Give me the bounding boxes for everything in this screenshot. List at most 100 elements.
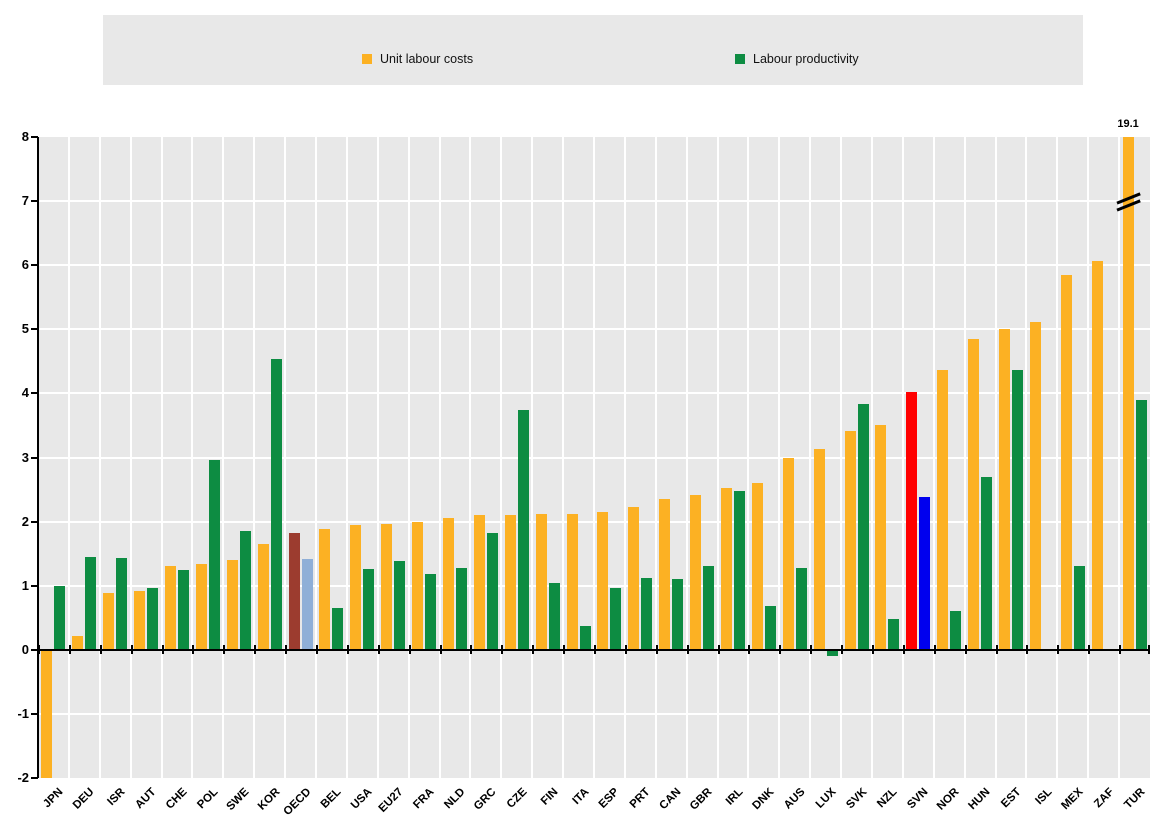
v-gridline bbox=[809, 137, 812, 778]
bar-EST-ulc bbox=[999, 329, 1010, 650]
bar-ISR-productivity bbox=[116, 558, 128, 650]
v-gridline bbox=[407, 137, 410, 778]
bar-GRC-productivity bbox=[486, 533, 498, 650]
category-tick bbox=[408, 645, 411, 655]
bar-AUT-productivity bbox=[147, 587, 159, 650]
bar-USA-ulc bbox=[350, 525, 362, 650]
chart-legend: Unit labour costs Labour productivity bbox=[103, 15, 1083, 85]
v-gridline bbox=[1056, 137, 1059, 778]
bar-AUT-ulc bbox=[134, 591, 146, 650]
bar-ESP-productivity bbox=[610, 587, 622, 650]
bar-NOR-ulc bbox=[937, 370, 949, 650]
y-tick bbox=[31, 200, 38, 203]
v-gridline bbox=[500, 137, 503, 778]
bar-NLD-productivity bbox=[456, 567, 467, 650]
bar-FIN-productivity bbox=[548, 583, 560, 650]
y-tick bbox=[31, 520, 38, 523]
bar-POL-ulc bbox=[195, 563, 207, 650]
category-tick bbox=[1026, 645, 1029, 655]
y-tick bbox=[31, 456, 38, 459]
bar-DNK-productivity bbox=[764, 606, 776, 650]
bar-GBR-productivity bbox=[703, 565, 715, 650]
legend-label-labour-productivity: Labour productivity bbox=[753, 52, 859, 66]
category-tick bbox=[285, 645, 288, 655]
bar-MEX-productivity bbox=[1073, 565, 1085, 650]
bar-SVN-ulc bbox=[906, 392, 918, 650]
bar-GBR-ulc bbox=[690, 494, 702, 650]
v-gridline bbox=[747, 137, 750, 778]
category-tick bbox=[964, 645, 967, 655]
bar-TUR-productivity bbox=[1135, 399, 1147, 650]
category-tick bbox=[594, 645, 596, 655]
bar-CZE-ulc bbox=[504, 515, 516, 650]
bar-ISL-ulc bbox=[1029, 322, 1041, 650]
v-gridline bbox=[67, 137, 70, 778]
category-tick bbox=[686, 645, 689, 655]
category-tick bbox=[161, 645, 164, 655]
bar-KOR-productivity bbox=[270, 359, 282, 650]
bar-PRT-productivity bbox=[641, 578, 653, 650]
bar-EST-productivity bbox=[1012, 369, 1023, 650]
category-tick bbox=[1119, 645, 1122, 655]
category-tick bbox=[192, 645, 195, 655]
bar-BEL-productivity bbox=[332, 608, 344, 650]
bar-DNK-ulc bbox=[751, 483, 763, 650]
bar-FIN-ulc bbox=[535, 513, 547, 650]
bar-JPN-ulc bbox=[41, 649, 53, 778]
bar-CAN-ulc bbox=[659, 499, 671, 650]
category-tick bbox=[38, 645, 40, 655]
bar-NLD-ulc bbox=[443, 517, 454, 650]
category-tick bbox=[624, 645, 627, 655]
bar-AUS-productivity bbox=[795, 567, 807, 650]
y-tick-label-5: 5 bbox=[21, 321, 29, 337]
category-tick bbox=[902, 645, 905, 655]
bar-DEU-ulc bbox=[72, 635, 84, 650]
v-gridline bbox=[191, 137, 194, 778]
bar-EU27-productivity bbox=[394, 561, 406, 650]
v-gridline bbox=[871, 137, 873, 778]
y-tick-label-8: 8 bbox=[21, 129, 29, 144]
v-gridline bbox=[685, 137, 688, 778]
v-gridline bbox=[345, 137, 348, 778]
bar-CHE-productivity bbox=[178, 570, 189, 650]
category-tick bbox=[779, 645, 782, 655]
category-tick bbox=[841, 645, 844, 655]
category-tick bbox=[933, 645, 936, 655]
category-tick bbox=[1057, 645, 1060, 655]
v-gridline bbox=[901, 137, 904, 778]
v-gridline bbox=[438, 137, 441, 778]
bar-GRC-ulc bbox=[473, 515, 485, 650]
bar-IRL-ulc bbox=[721, 488, 732, 650]
bar-ITA-productivity bbox=[579, 626, 591, 650]
bar-JPN-productivity bbox=[54, 585, 66, 650]
bar-HUN-productivity bbox=[981, 477, 993, 650]
category-tick bbox=[470, 645, 473, 655]
bar-CZE-productivity bbox=[517, 410, 529, 650]
category-tick bbox=[377, 645, 380, 655]
bar-LUX-ulc bbox=[813, 448, 825, 650]
bar-AUS-ulc bbox=[782, 457, 794, 650]
y-tick-label-2: 2 bbox=[21, 513, 29, 529]
bar-HUN-ulc bbox=[968, 338, 980, 650]
y-tick-label-6: 6 bbox=[21, 257, 29, 273]
category-tick bbox=[1148, 645, 1150, 655]
bar-SVN-productivity bbox=[919, 496, 931, 650]
y-tick-label-1: 1 bbox=[21, 577, 29, 593]
bar-IRL-productivity bbox=[734, 490, 745, 650]
category-tick bbox=[563, 645, 566, 655]
bar-NZL-productivity bbox=[888, 619, 900, 650]
y-tick bbox=[31, 328, 38, 331]
bar-CHE-ulc bbox=[165, 566, 176, 650]
v-gridline bbox=[98, 137, 101, 778]
v-gridline bbox=[654, 137, 657, 778]
category-tick bbox=[501, 645, 504, 655]
bar-FRA-productivity bbox=[425, 574, 437, 650]
category-tick bbox=[439, 645, 442, 655]
bar-OECD-productivity bbox=[301, 559, 313, 650]
value-annotation-tur: 19.1 bbox=[1117, 118, 1139, 130]
v-gridline bbox=[1087, 137, 1090, 778]
v-gridline bbox=[994, 137, 997, 778]
plot-area bbox=[38, 137, 1150, 778]
v-gridline bbox=[716, 137, 719, 778]
